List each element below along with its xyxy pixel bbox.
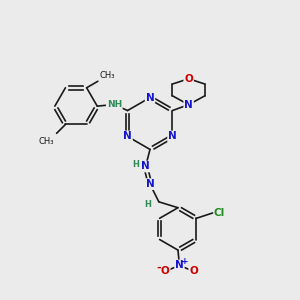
Text: N: N [175, 260, 184, 270]
Text: -: - [157, 263, 161, 273]
Text: N: N [141, 161, 150, 172]
Text: N: N [168, 131, 177, 142]
Text: Cl: Cl [213, 208, 224, 218]
Text: N: N [123, 131, 132, 142]
Text: +: + [181, 256, 189, 266]
Text: O: O [184, 74, 193, 84]
Text: H: H [133, 160, 140, 169]
Text: N: N [184, 100, 193, 110]
Text: N: N [146, 93, 154, 103]
Text: NH: NH [107, 100, 122, 109]
Text: CH₃: CH₃ [39, 137, 54, 146]
Text: N: N [146, 179, 154, 189]
Text: CH₃: CH₃ [99, 71, 115, 80]
Text: O: O [189, 266, 198, 276]
Text: H: H [144, 200, 151, 209]
Text: O: O [161, 266, 170, 276]
